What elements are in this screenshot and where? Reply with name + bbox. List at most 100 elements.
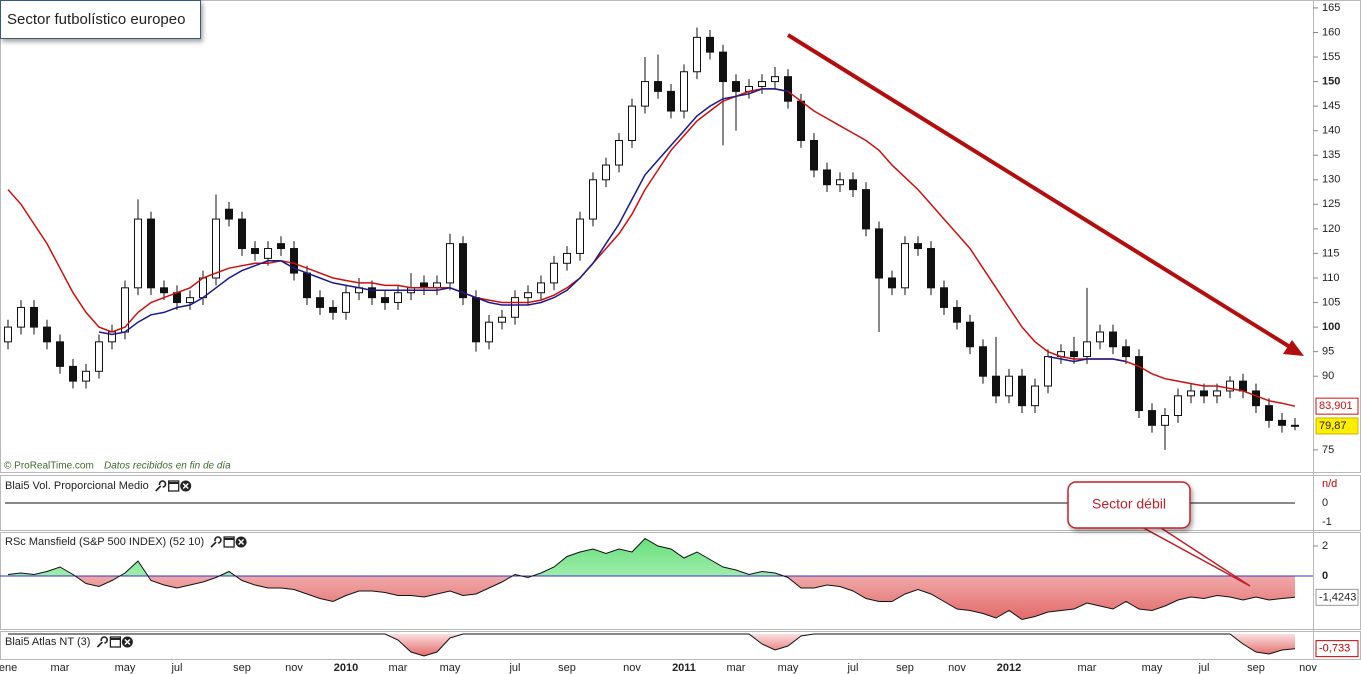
candle-body — [862, 189, 870, 230]
settings-icon[interactable] — [155, 480, 167, 492]
negative-fill — [8, 634, 1295, 656]
candle-body — [875, 228, 883, 279]
candle-body — [810, 139, 818, 171]
candle-body — [1200, 390, 1208, 397]
last-value-box — [1315, 417, 1359, 435]
candle-body — [498, 316, 506, 323]
callout-text: Sector débil — [1092, 496, 1166, 512]
y-tick-label: -1 — [1322, 516, 1332, 528]
x-tick-label: 2012 — [997, 662, 1021, 674]
x-tick-label: mar — [1078, 662, 1097, 674]
x-tick-label: 2010 — [334, 662, 358, 674]
chart-title: Sector futbolístico europeo — [7, 11, 185, 28]
candle-body — [95, 341, 103, 372]
candle-body — [667, 90, 675, 112]
close-icon-x — [182, 482, 189, 490]
window-icon[interactable] — [109, 636, 122, 648]
candle-body — [4, 326, 12, 343]
candle-body — [576, 218, 584, 254]
last-value-tag: 83,901 — [1315, 397, 1359, 415]
candle-body — [1226, 380, 1234, 392]
x-tick-label: nov — [623, 662, 641, 674]
candle-body — [199, 277, 207, 299]
candle-body — [823, 169, 831, 186]
candle-body — [1148, 410, 1156, 426]
candle-body — [1005, 375, 1013, 397]
candle-body — [394, 292, 402, 304]
candle-body — [680, 71, 688, 112]
trend-arrow — [786, 33, 1292, 349]
candle-body — [628, 105, 636, 141]
x-tick-label: sep — [1247, 662, 1265, 674]
x-tick-label: may — [440, 662, 461, 674]
candle-body — [524, 292, 532, 299]
candle-body — [1018, 375, 1026, 407]
candle-body — [1291, 424, 1299, 427]
candle-body — [927, 248, 935, 289]
candle-body — [264, 248, 272, 259]
y-tick-label: 75 — [1322, 444, 1334, 456]
candle-body — [888, 277, 896, 289]
candle-body — [615, 139, 623, 166]
y-tick-label: 100 — [1322, 321, 1340, 333]
x-tick-label: jul — [508, 662, 520, 674]
source-note: Datos recibidos en fin de día — [104, 461, 231, 472]
candle-body — [1239, 380, 1247, 392]
candle-body — [979, 346, 987, 377]
candle-body — [368, 287, 376, 299]
y-tick-label: 160 — [1322, 26, 1340, 38]
x-tick-label: jul — [1197, 662, 1209, 674]
y-tick-label: 145 — [1322, 100, 1340, 112]
candle-body — [550, 262, 558, 284]
candle-body — [1213, 390, 1221, 397]
candle-body — [1278, 419, 1286, 426]
candle-body — [563, 252, 571, 264]
candle-body — [212, 218, 220, 279]
candle-body — [511, 297, 519, 318]
candle-body — [914, 243, 922, 250]
moving-average — [98, 88, 1127, 363]
negative-fill — [8, 576, 1295, 620]
candle-body — [953, 306, 961, 323]
settings-icon[interactable] — [210, 536, 222, 548]
last-value-tag: -0,733 — [1315, 640, 1359, 658]
candle-body — [1161, 414, 1169, 426]
candle-body — [784, 76, 792, 102]
moving-average — [7, 88, 1296, 407]
y-tick-label: 0 — [1322, 497, 1328, 509]
candle-body — [160, 287, 168, 294]
last-value-tag: 79,87 — [1315, 417, 1359, 435]
candle-body — [1174, 395, 1182, 416]
candle-body — [1135, 356, 1143, 412]
x-tick-label: jul — [846, 662, 858, 674]
candle-body — [329, 306, 337, 313]
status-label: n/d — [1322, 478, 1337, 490]
x-tick-label: mar — [389, 662, 408, 674]
candle-body — [134, 218, 142, 289]
x-tick-label: sep — [558, 662, 576, 674]
title-box — [0, 0, 201, 39]
candle-body — [719, 51, 727, 83]
candle-body — [1070, 351, 1078, 358]
candle-body — [940, 287, 948, 308]
candle-body — [797, 100, 805, 141]
y-tick-label: 95 — [1322, 346, 1334, 358]
window-icon[interactable] — [168, 480, 180, 492]
candle-body — [186, 297, 194, 304]
last-value-box — [1315, 640, 1359, 658]
candle-body — [966, 321, 974, 348]
y-tick-label: 155 — [1322, 51, 1340, 63]
window-icon[interactable] — [223, 536, 235, 548]
candle-body — [82, 370, 90, 382]
candle-body — [251, 248, 259, 254]
x-tick-label: nov — [948, 662, 966, 674]
y-tick-label: 115 — [1322, 247, 1340, 259]
candle-body — [589, 179, 597, 220]
x-tick-label: may — [115, 662, 136, 674]
candle-body — [277, 243, 285, 250]
candle-body — [303, 272, 311, 299]
x-tick-label: 2011 — [672, 662, 696, 674]
candle-body — [446, 243, 454, 284]
candle-body — [472, 297, 480, 343]
settings-icon[interactable] — [96, 636, 108, 648]
